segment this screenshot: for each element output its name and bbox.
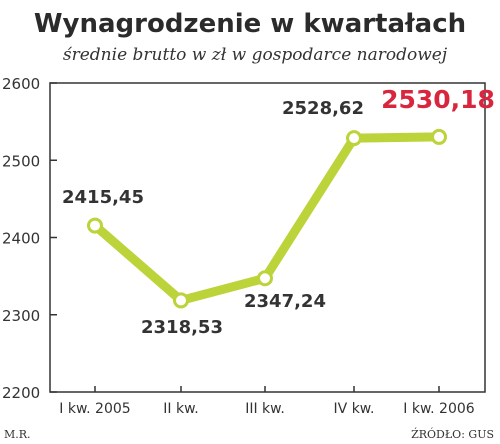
salary-series — [87, 128, 447, 309]
y-tick-label: 2600 — [2, 75, 40, 93]
x-tick-label: III kw. — [245, 401, 285, 417]
data-label-highlight: 2530,18 — [381, 85, 495, 114]
x-tick-label: I kw. 2005 — [59, 401, 130, 417]
data-point — [346, 130, 362, 147]
y-tick-label: 2300 — [2, 307, 40, 325]
data-point — [173, 292, 189, 309]
data-point — [257, 270, 273, 287]
data-label: 2415,45 — [62, 187, 144, 208]
y-tick-label: 2200 — [2, 384, 40, 402]
y-tick-label: 2500 — [2, 152, 40, 170]
data-label: 2318,53 — [141, 317, 223, 338]
author-credit: M.R. — [4, 428, 31, 441]
chart-subtitle: średnie brutto w zł w gospodarce narodow… — [63, 45, 448, 65]
data-label: 2347,24 — [244, 291, 326, 312]
data-point — [87, 217, 103, 234]
x-tick-label: I kw. 2006 — [403, 401, 474, 417]
x-tick-label: IV kw. — [334, 401, 375, 417]
data-labels: 2415,45 2318,53 2347,24 2528,62 2530,18 — [62, 85, 495, 338]
source-credit: ŹRÓDŁO: GUS — [411, 427, 494, 441]
data-point — [431, 128, 447, 145]
chart-axes: 2200 2300 2400 2500 2600 I kw. 2005 II kw. III … — [2, 75, 486, 417]
x-tick-label: II kw. — [163, 401, 198, 417]
chart-title: Wynagrodzenie w kwartałach — [34, 9, 466, 39]
data-label: 2528,62 — [282, 98, 364, 119]
y-tick-label: 2400 — [2, 230, 40, 248]
